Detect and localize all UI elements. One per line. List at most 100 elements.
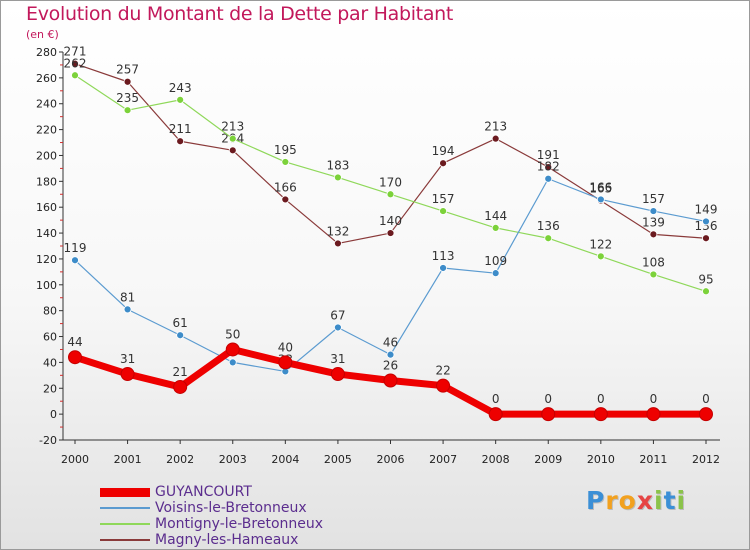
y-tick-label: 0 <box>50 408 57 421</box>
data-label: 157 <box>432 192 455 206</box>
data-point <box>123 106 132 115</box>
y-tick-label: 280 <box>36 46 57 59</box>
data-point <box>228 146 237 155</box>
data-point <box>439 207 447 215</box>
data-label: 182 <box>537 160 560 174</box>
x-tick-label: 2004 <box>271 453 299 466</box>
data-point <box>334 323 342 332</box>
series-magny-les-hameaux: 271257211204166132140194213191165139136 <box>64 45 717 248</box>
data-label: 165 <box>589 182 612 196</box>
series-montigny-le-bretonneux: 262 235 243 213 195 183 170 157 144 136 122 108 95 <box>64 56 714 296</box>
data-point <box>596 195 605 204</box>
data-label: 139 <box>642 215 665 229</box>
y-tick-label: -20 <box>39 434 57 447</box>
data-point <box>702 217 710 226</box>
data-point <box>649 230 658 239</box>
data-point <box>334 239 342 248</box>
x-tick-label: 2009 <box>534 453 562 466</box>
legend-swatch <box>100 507 150 509</box>
data-point <box>281 158 290 166</box>
data-point <box>646 407 661 422</box>
data-point <box>491 223 500 232</box>
data-point <box>436 378 451 393</box>
data-label: 0 <box>650 392 658 406</box>
x-tick-label: 2007 <box>429 453 457 466</box>
data-label: 21 <box>173 365 188 379</box>
data-label: 122 <box>589 237 612 251</box>
data-point <box>120 367 135 382</box>
legend-label: Voisins-le-Bretonneux <box>155 500 307 516</box>
data-label: 119 <box>64 241 87 255</box>
data-point <box>330 367 345 382</box>
data-label: 183 <box>326 158 349 172</box>
logo-letter: i <box>676 486 687 515</box>
y-tick-label: 20 <box>43 382 57 395</box>
x-tick-label: 2005 <box>324 453 352 466</box>
legend-swatch <box>100 539 150 541</box>
y-tick-label: 120 <box>36 253 57 266</box>
data-label: 108 <box>642 255 665 269</box>
data-label: 213 <box>484 120 507 134</box>
data-point <box>123 77 132 86</box>
data-label: 61 <box>173 316 188 330</box>
data-point <box>383 373 398 388</box>
data-point <box>228 134 237 143</box>
data-point <box>544 234 553 243</box>
data-label: 109 <box>484 254 507 268</box>
data-label: 194 <box>432 144 455 158</box>
legend-swatch <box>100 487 150 497</box>
data-point <box>699 407 713 422</box>
data-label: 157 <box>642 192 665 206</box>
data-point <box>544 174 553 183</box>
data-label: 271 <box>64 45 87 59</box>
data-label: 95 <box>698 272 713 286</box>
x-tick-label: 2012 <box>692 453 720 466</box>
data-point <box>71 71 79 80</box>
data-point <box>649 207 658 215</box>
chart-unit-label: (en €) <box>26 28 59 41</box>
x-tick-label: 2003 <box>219 453 247 466</box>
data-point <box>593 407 608 422</box>
data-point <box>488 407 503 422</box>
logo-letter: P <box>586 486 606 515</box>
data-label: 144 <box>484 209 507 223</box>
logo-letter: t <box>663 486 677 515</box>
series-guyancourt: 44 31 21 50 40 31 26 22 0 0 0 0 0 <box>67 327 713 422</box>
legend-label: GUYANCOURT <box>155 484 252 500</box>
y-tick-label: 220 <box>36 124 57 137</box>
data-label: 262 <box>64 56 87 70</box>
data-label: 0 <box>597 392 605 406</box>
logo-letter: x <box>636 486 654 515</box>
data-label: 26 <box>383 359 398 373</box>
data-point <box>596 252 605 261</box>
data-point <box>228 358 237 367</box>
data-point <box>281 195 290 204</box>
y-tick-label: 80 <box>43 305 57 318</box>
data-point <box>386 190 395 199</box>
data-label: 166 <box>589 180 612 194</box>
y-tick-label: 40 <box>43 356 57 369</box>
data-point <box>386 350 395 359</box>
data-label: 195 <box>274 143 297 157</box>
data-label: 170 <box>379 175 402 189</box>
y-tick-label: 200 <box>36 149 57 162</box>
data-label: 67 <box>330 308 345 322</box>
y-tick-label: 240 <box>36 98 57 111</box>
data-point <box>225 342 240 357</box>
data-label: 22 <box>435 364 450 378</box>
data-point <box>439 264 447 272</box>
data-label: 191 <box>537 148 560 162</box>
data-point <box>439 159 447 168</box>
logo-letter: o <box>618 486 637 515</box>
x-tick-label: 2001 <box>114 453 142 466</box>
data-label: 31 <box>330 352 345 366</box>
data-point <box>71 256 79 265</box>
data-label: 243 <box>169 81 192 95</box>
data-label: 132 <box>326 224 349 238</box>
x-tick-label: 2000 <box>61 453 89 466</box>
data-label: 213 <box>221 120 244 134</box>
legend-label: Montigny-le-Bretonneux <box>155 516 324 532</box>
y-tick-label: 180 <box>36 175 57 188</box>
data-label: 44 <box>67 335 82 349</box>
data-label: 46 <box>383 336 398 350</box>
